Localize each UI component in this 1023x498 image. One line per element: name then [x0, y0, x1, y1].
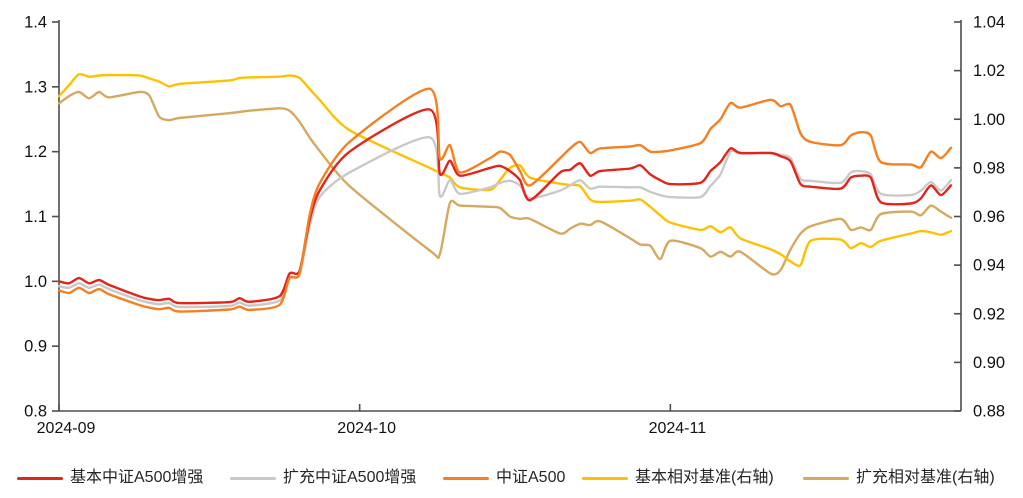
series-line-1 — [57, 136, 953, 309]
right-tick-label: 1.04 — [973, 14, 1005, 32]
series-line-3 — [57, 72, 953, 268]
series-line-2 — [57, 87, 953, 313]
left-tick-label: 1.0 — [24, 273, 47, 291]
left-tick-label: 1.3 — [24, 78, 47, 96]
legend-label: 扩充相对基准(右轴) — [856, 469, 995, 486]
dual-axis-line-chart: 1.4 1.3 1.2 1.1 1.0 0.9 0.8 1.04 1.02 1.00 0.98 0.9… — [24, 14, 1005, 438]
x-tick-label: 2024-09 — [37, 420, 96, 437]
series-line-4 — [57, 90, 953, 276]
right-tick-label: 0.96 — [973, 208, 1005, 226]
left-tick-label: 1.2 — [24, 143, 47, 161]
legend-line-yellow — [582, 476, 628, 480]
legend-item-fund-basic: 基本中证A500增强 — [17, 463, 203, 493]
right-tick-label: 0.94 — [973, 257, 1005, 275]
legend-line-orange — [443, 476, 489, 480]
legend-label: 基本相对基准(右轴) — [635, 469, 774, 486]
left-tick-label: 0.8 — [24, 403, 47, 421]
legend-line-red — [17, 476, 63, 480]
legend-line-tan — [803, 476, 849, 480]
right-tick-label: 1.00 — [973, 111, 1005, 129]
right-tick-label: 0.98 — [973, 159, 1005, 177]
legend-label: 中证A500 — [496, 469, 566, 486]
right-tick-label: 0.90 — [973, 354, 1005, 372]
x-tick-label: 2024-11 — [649, 420, 707, 437]
x-tick-label: 2024-10 — [337, 420, 396, 437]
legend-item-extended-vs-benchmark: 扩充相对基准(右轴) — [803, 463, 995, 493]
left-tick-label: 0.9 — [24, 338, 47, 356]
right-tick-label: 0.92 — [973, 305, 1005, 323]
right-tick-label: 0.88 — [973, 403, 1005, 421]
left-tick-label: 1.1 — [24, 208, 47, 226]
legend-label: 扩充中证A500增强 — [283, 469, 417, 486]
legend-item-index: 中证A500 — [443, 463, 565, 493]
legend-item-fund-extended: 扩充中证A500增强 — [230, 463, 416, 493]
legend-label: 基本中证A500增强 — [70, 469, 204, 486]
legend-item-basic-vs-benchmark: 基本相对基准(右轴) — [582, 463, 774, 493]
right-tick-label: 1.02 — [973, 62, 1005, 80]
chart-legend: 基本中证A500增强 扩充中证A500增强 中证A500 基本相对基准(右轴) … — [0, 463, 1023, 495]
legend-line-gray — [230, 476, 276, 480]
series-line-0 — [57, 108, 953, 305]
left-tick-label: 1.4 — [24, 14, 47, 32]
